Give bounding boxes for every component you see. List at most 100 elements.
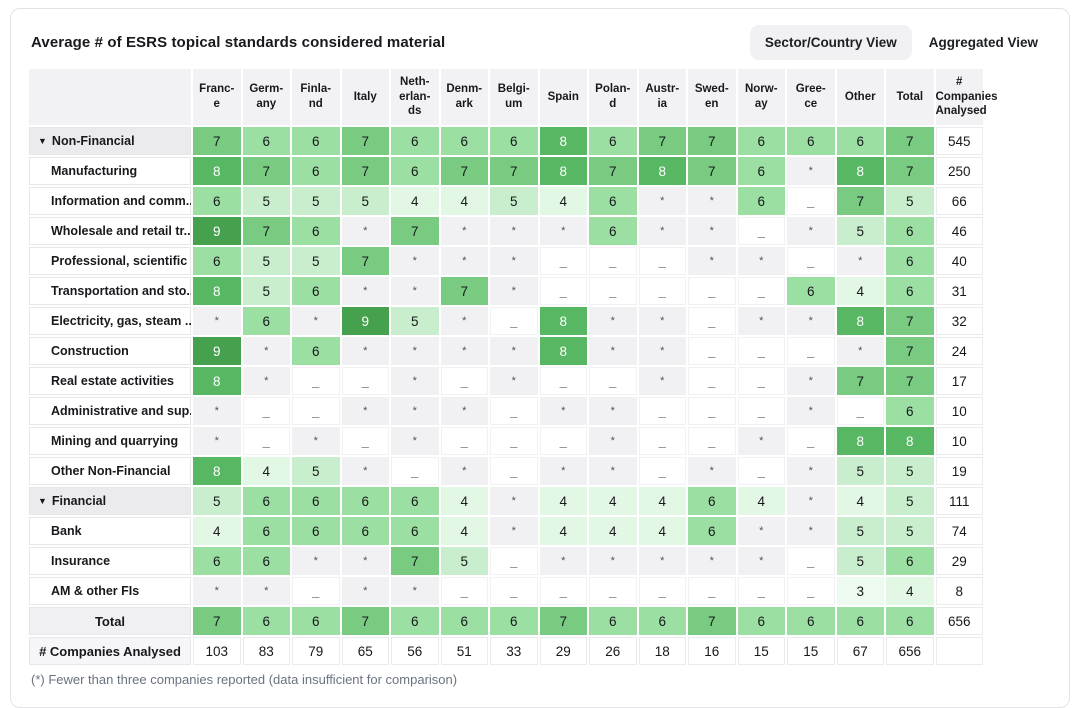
heatmap-cell: 6 <box>391 127 439 155</box>
chart-title: Average # of ESRS topical standards cons… <box>31 33 446 51</box>
no-data-cell: _ <box>638 277 686 305</box>
no-data-cell: _ <box>539 277 587 305</box>
heatmap-cell: 6 <box>688 487 736 515</box>
companies-analysed-cell: 32 <box>935 307 983 335</box>
table-row: Professional, scientific ... 6 5 5 7 * * * _ _ _ * *… <box>29 247 1051 275</box>
insufficient-data-cell: * <box>638 337 686 365</box>
no-data-cell: _ <box>737 367 785 395</box>
companies-analysed-cell: 545 <box>935 127 983 155</box>
companies-analysed-cell: 656 <box>935 607 983 635</box>
no-data-cell: _ <box>688 427 736 455</box>
heatmap-cell: 7 <box>688 157 736 185</box>
heatmap-cell: 6 <box>193 547 241 575</box>
heatmap-cell: 7 <box>341 157 389 185</box>
insufficient-data-cell: * <box>391 337 439 365</box>
table-row: Mining and quarrying * _ * _ * _ _ _ * _ _ * _ 8 8 10 <box>29 427 1051 455</box>
insufficient-data-cell: * <box>589 397 637 425</box>
column-header-norway: Norw- ay <box>737 69 785 125</box>
row-label-text: Wholesale and retail tr... <box>51 224 191 238</box>
heatmap-cell: 6 <box>886 547 934 575</box>
heatmap-cell: 6 <box>391 487 439 515</box>
heatmap-cell: 6 <box>292 607 340 635</box>
insufficient-data-cell: * <box>688 217 736 245</box>
row-label-financial[interactable]: ▼ Financial <box>29 487 191 515</box>
heatmap-cell: 6 <box>737 157 785 185</box>
company-count-cell: 103 <box>193 637 241 665</box>
heatmap-cell: 6 <box>292 217 340 245</box>
heatmap-cell: 4 <box>737 487 785 515</box>
heatmap-cell: 6 <box>886 217 934 245</box>
no-data-cell: _ <box>737 217 785 245</box>
heatmap-cell: 4 <box>539 487 587 515</box>
insufficient-data-cell: * <box>589 307 637 335</box>
aggregated-view-button[interactable]: Aggregated View <box>914 25 1053 60</box>
no-data-cell: _ <box>242 427 290 455</box>
heatmap-cell: 7 <box>836 187 884 215</box>
heatmap-cell: 6 <box>440 607 488 635</box>
heatmap-cell: 7 <box>193 607 241 635</box>
heatmap-cell: 6 <box>391 607 439 635</box>
heatmap-cell: 4 <box>836 277 884 305</box>
no-data-cell: _ <box>490 457 538 485</box>
company-count-cell: 16 <box>688 637 736 665</box>
heatmap-cell: 7 <box>193 127 241 155</box>
heatmap-cell: 6 <box>490 607 538 635</box>
heatmap-cell: 6 <box>242 487 290 515</box>
no-data-cell: _ <box>688 367 736 395</box>
table-head: Franc- e Germ- any Finla- nd Italy Neth- erl… <box>29 69 1051 125</box>
company-count-cell: 56 <box>391 637 439 665</box>
insufficient-data-cell: * <box>737 517 785 545</box>
sector-country-view-button[interactable]: Sector/Country View <box>749 24 912 60</box>
no-data-cell: _ <box>787 247 835 275</box>
insufficient-data-cell: * <box>490 517 538 545</box>
heatmap-cell: 5 <box>886 487 934 515</box>
insufficient-data-cell: * <box>539 457 587 485</box>
row-label-other-non-financial: Other Non-Financial <box>29 457 191 485</box>
table-row: Electricity, gas, steam ... * 6 * 9 5 * _ 8 * * _ * *… <box>29 307 1051 335</box>
no-data-cell: _ <box>490 427 538 455</box>
companies-analysed-cell <box>935 637 983 665</box>
row-label-non-financial[interactable]: ▼ Non-Financial <box>29 127 191 155</box>
row-label-manufacturing: Manufacturing <box>29 157 191 185</box>
insufficient-data-cell: * <box>638 307 686 335</box>
heatmap-cell: 7 <box>886 307 934 335</box>
insufficient-data-cell: * <box>242 367 290 395</box>
insufficient-data-cell: * <box>490 277 538 305</box>
heatmap-cell: 8 <box>539 337 587 365</box>
insufficient-data-cell: * <box>589 337 637 365</box>
no-data-cell: _ <box>737 577 785 605</box>
row-label-text: Real estate activities <box>51 374 174 388</box>
heatmap-cell: 9 <box>193 217 241 245</box>
heatmap-cell: 7 <box>886 337 934 365</box>
heatmap-cell: 6 <box>886 607 934 635</box>
companies-analysed-cell: 19 <box>935 457 983 485</box>
heatmap-cell: 6 <box>638 607 686 635</box>
row-label-text: Manufacturing <box>51 164 138 178</box>
column-header-finland: Finla- nd <box>292 69 340 125</box>
heatmap-cell: 6 <box>242 127 290 155</box>
no-data-cell: _ <box>688 397 736 425</box>
heatmap-cell: 5 <box>242 187 290 215</box>
heatmap-cell: 8 <box>886 427 934 455</box>
no-data-cell: _ <box>688 307 736 335</box>
insufficient-data-cell: * <box>589 547 637 575</box>
insufficient-data-cell: * <box>242 337 290 365</box>
column-header-companies-analysed: # Companies Analysed <box>935 69 998 125</box>
no-data-cell: _ <box>589 577 637 605</box>
no-data-cell: _ <box>391 457 439 485</box>
heatmap-cell: 4 <box>391 187 439 215</box>
column-header-austria: Austr- ia <box>638 69 686 125</box>
insufficient-data-cell: * <box>787 517 835 545</box>
insufficient-data-cell: * <box>193 577 241 605</box>
heatmap-cell: 7 <box>539 607 587 635</box>
heatmap-cell: 6 <box>242 607 290 635</box>
insufficient-data-cell: * <box>638 187 686 215</box>
heatmap-cell: 6 <box>589 127 637 155</box>
heatmap-cell: 7 <box>391 547 439 575</box>
heatmap-cell: 6 <box>193 247 241 275</box>
insufficient-data-cell: * <box>391 427 439 455</box>
no-data-cell: _ <box>787 427 835 455</box>
company-count-cell: 656 <box>886 637 934 665</box>
column-header-spain: Spain <box>539 69 587 125</box>
row-label-text: Other Non-Financial <box>51 464 171 478</box>
